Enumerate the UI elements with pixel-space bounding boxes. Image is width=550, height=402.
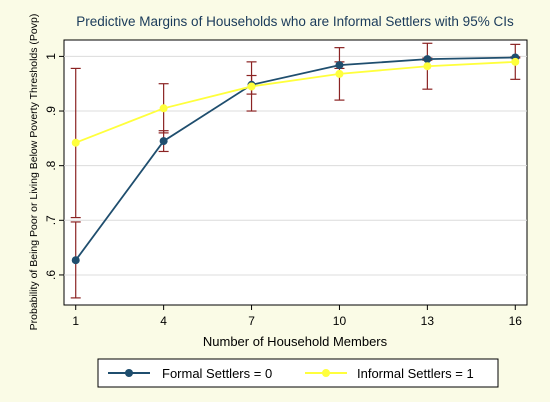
data-point <box>71 256 80 265</box>
y-tick-label: .6 <box>44 270 58 280</box>
y-axis-label: Probability of Being Poor or Living Belo… <box>28 14 40 331</box>
y-tick-label: .7 <box>44 215 58 225</box>
series-line-1 <box>75 60 516 144</box>
data-point <box>71 138 80 147</box>
data-point <box>511 57 520 66</box>
x-axis: 1 4 7 10 13 16 <box>72 305 522 328</box>
x-tick-label: 4 <box>160 314 167 328</box>
y-tick-label: .9 <box>44 106 58 116</box>
data-point <box>247 82 256 91</box>
legend-box <box>97 358 499 388</box>
grid-lines <box>64 55 527 276</box>
y-tick-label: 1 <box>44 53 58 60</box>
legend-marker-informal <box>322 369 330 377</box>
data-point <box>159 137 168 146</box>
legend-label-informal: Informal Settlers = 1 <box>357 366 474 381</box>
data-point <box>335 61 344 70</box>
y-axis: .6 .7 .8 .9 1 <box>44 53 64 280</box>
y-tick-label: .8 <box>44 160 58 170</box>
chart-title: Predictive Margins of Households who are… <box>76 14 514 29</box>
x-tick-label: 1 <box>72 314 79 328</box>
series-line-0 <box>74 56 516 261</box>
series-markers <box>71 53 520 265</box>
series-lines <box>74 56 516 261</box>
legend: Formal Settlers = 0 Informal Settlers = … <box>97 358 499 388</box>
data-point <box>159 104 168 113</box>
x-tick-label: 16 <box>509 314 523 328</box>
data-point <box>423 55 432 64</box>
x-axis-label: Number of Household Members <box>203 334 388 349</box>
legend-label-formal: Formal Settlers = 0 <box>162 366 272 381</box>
data-point <box>335 69 344 78</box>
x-tick-label: 13 <box>421 314 435 328</box>
data-point <box>423 62 432 71</box>
x-tick-label: 10 <box>333 314 347 328</box>
x-tick-label: 7 <box>248 314 255 328</box>
legend-marker-formal <box>125 369 133 377</box>
